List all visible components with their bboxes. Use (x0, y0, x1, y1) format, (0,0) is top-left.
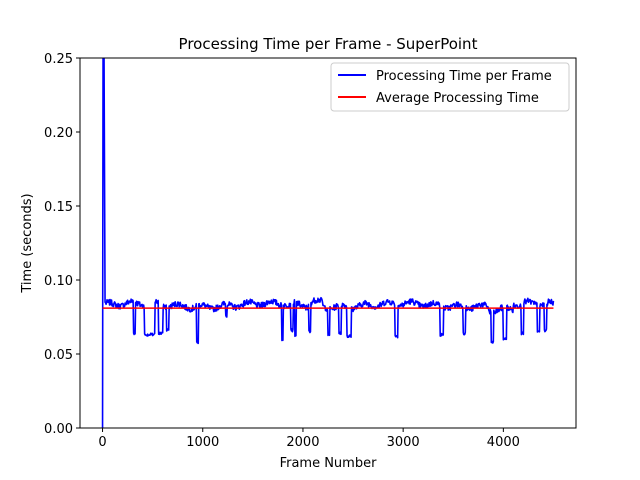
series-line-processing-time (101, 58, 555, 428)
plot-frame (79, 57, 577, 429)
x-axis: 0 1000 2000 3000 4000 (98, 428, 520, 450)
y-tick-label: 0.10 (44, 274, 73, 289)
chart-title: Processing Time per Frame - SuperPoint (179, 35, 478, 53)
y-tick-label: 0.20 (44, 126, 73, 141)
x-tick-label: 1000 (186, 435, 219, 450)
y-axis: 0.00 0.05 0.10 0.15 0.20 0.25 (44, 52, 80, 437)
x-tick-label: 4000 (487, 435, 520, 450)
plot-area (79, 57, 577, 429)
y-tick-label: 0.15 (44, 200, 73, 215)
x-axis-label: Frame Number (280, 456, 378, 471)
x-tick-label: 2000 (286, 435, 319, 450)
x-tick-label: 0 (98, 435, 106, 450)
y-tick-label: 0.00 (44, 422, 73, 437)
legend-label-processing-time: Processing Time per Frame (376, 69, 552, 84)
plot-background (80, 58, 576, 428)
legend-label-average: Average Processing Time (376, 91, 539, 106)
y-axis-label: Time (seconds) (20, 193, 35, 293)
legend-box (330, 62, 570, 112)
legend: Processing Time per Frame Average Proces… (330, 62, 570, 112)
y-tick-label: 0.05 (44, 348, 73, 363)
series-layer (101, 58, 555, 428)
y-tick-label: 0.25 (44, 52, 73, 67)
x-tick-label: 3000 (387, 435, 420, 450)
